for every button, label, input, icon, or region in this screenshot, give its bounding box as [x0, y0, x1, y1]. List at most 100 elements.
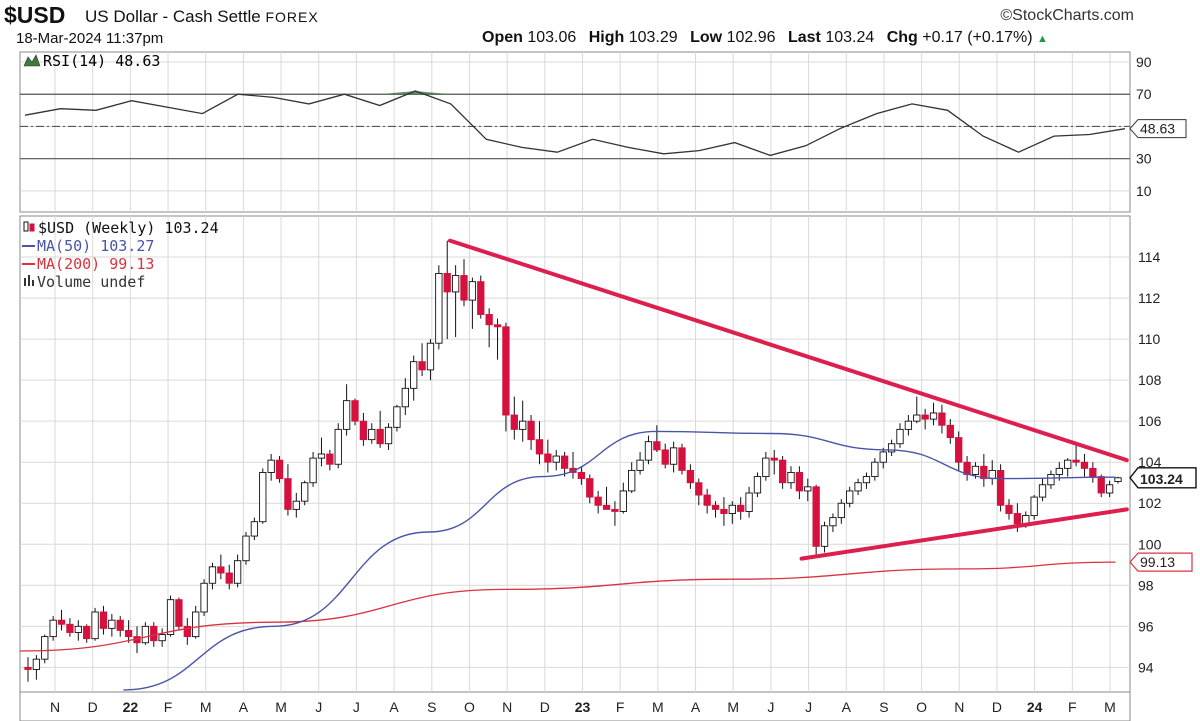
candle-body: [99, 611, 108, 629]
candle-body: [804, 486, 812, 492]
candle-body: [913, 414, 921, 422]
candle-body: [1055, 467, 1063, 475]
candle-body: [49, 619, 57, 638]
candle-body: [896, 428, 904, 445]
price-tick-label: 114: [1138, 249, 1161, 265]
candle-body: [1047, 474, 1055, 486]
low-label: Low: [690, 29, 723, 46]
x-tick-label: D: [992, 699, 1002, 715]
chg-label: Chg: [886, 29, 918, 46]
candle-body: [1105, 484, 1114, 494]
candle-body: [628, 469, 636, 492]
candle-body: [435, 272, 443, 344]
candle-body: [737, 504, 745, 512]
candle-body: [1005, 504, 1013, 514]
chg-value: +0.17 (+0.17%): [922, 29, 1033, 46]
x-tick-label: M: [275, 699, 287, 715]
legend-label: Volume undef: [37, 273, 145, 291]
candle-body: [477, 281, 485, 315]
up-arrow-icon: ▲: [1037, 33, 1048, 45]
candle-body: [485, 314, 493, 326]
x-tick-label: N: [954, 699, 964, 715]
candle-body: [116, 619, 124, 631]
candle-body: [686, 469, 695, 484]
candle-body: [1038, 484, 1047, 498]
candle-body: [426, 342, 435, 371]
price-tick-label: 104: [1138, 454, 1162, 470]
candle-body: [745, 492, 753, 512]
x-tick-label: M: [652, 699, 664, 715]
candle-body: [401, 387, 409, 408]
candle-body: [275, 459, 284, 480]
candle-body: [1072, 459, 1080, 463]
candle-body: [468, 281, 477, 301]
symbol: $USD: [4, 2, 66, 28]
candle-body: [837, 502, 845, 519]
candle-body: [510, 414, 518, 430]
candle-body: [560, 455, 569, 469]
candle-body: [108, 619, 116, 629]
candle-body: [770, 457, 778, 461]
x-tick-label: D: [88, 699, 98, 715]
candle-body: [309, 457, 317, 484]
price-tick-label: 106: [1138, 413, 1162, 429]
candle-body: [342, 400, 351, 430]
candle-body: [862, 476, 871, 484]
candle-body: [460, 275, 468, 301]
candle-body: [493, 324, 502, 328]
candle-body: [695, 482, 703, 496]
candle-body: [267, 459, 275, 473]
candle-body: [384, 426, 393, 445]
x-tick-label: S: [879, 699, 888, 715]
candle-body: [443, 272, 451, 293]
rsi-line: [24, 90, 1126, 157]
candle-body: [124, 629, 133, 638]
candle-body: [971, 465, 980, 475]
price-tick-label: 110: [1138, 331, 1161, 347]
candle-body: [292, 500, 300, 510]
last-label: Last: [787, 29, 821, 46]
x-tick-label: F: [1068, 699, 1077, 715]
candle-body: [946, 424, 954, 439]
candle-body: [829, 517, 837, 527]
x-tick-label: F: [616, 699, 625, 715]
candle-body: [284, 478, 292, 510]
candle-body: [301, 482, 309, 502]
brand-logo[interactable]: ©StockCharts.com: [1000, 7, 1134, 24]
x-tick-label: O: [916, 699, 927, 715]
ma50-line: [123, 430, 1116, 691]
candle-body: [326, 453, 334, 465]
candle-body: [183, 625, 191, 638]
x-tick-label: A: [389, 699, 399, 715]
candle-body: [242, 535, 250, 562]
candle-body: [795, 472, 804, 492]
candle-body: [527, 420, 535, 441]
candle-body: [519, 420, 527, 430]
x-tick-label: O: [464, 699, 475, 715]
candle-body: [787, 472, 795, 484]
description-text: US Dollar - Cash Settle: [85, 7, 261, 26]
candle-body: [846, 490, 854, 504]
rsi-tick-label: 90: [1136, 54, 1152, 70]
candle-body: [661, 449, 669, 465]
price-tick-label: 96: [1138, 618, 1154, 634]
candle-body: [376, 428, 384, 445]
candle-body: [66, 623, 74, 633]
volume-legend-icon-bar: [32, 280, 34, 286]
price-panel: [19, 215, 1131, 693]
candle-body: [175, 599, 183, 627]
price-tick-label: 94: [1138, 659, 1154, 675]
candle-body: [552, 455, 560, 463]
ma200-tag: [1129, 552, 1193, 572]
candle-body: [32, 658, 41, 670]
candle-body: [636, 459, 644, 471]
candle-body: [410, 361, 418, 389]
candle-body: [351, 400, 359, 422]
candle-body: [929, 412, 938, 420]
x-tick-label: 23: [575, 699, 591, 715]
candle-body: [535, 439, 544, 455]
open-label: Open: [482, 29, 523, 46]
candle-body: [753, 476, 762, 494]
candle-body: [586, 478, 594, 498]
